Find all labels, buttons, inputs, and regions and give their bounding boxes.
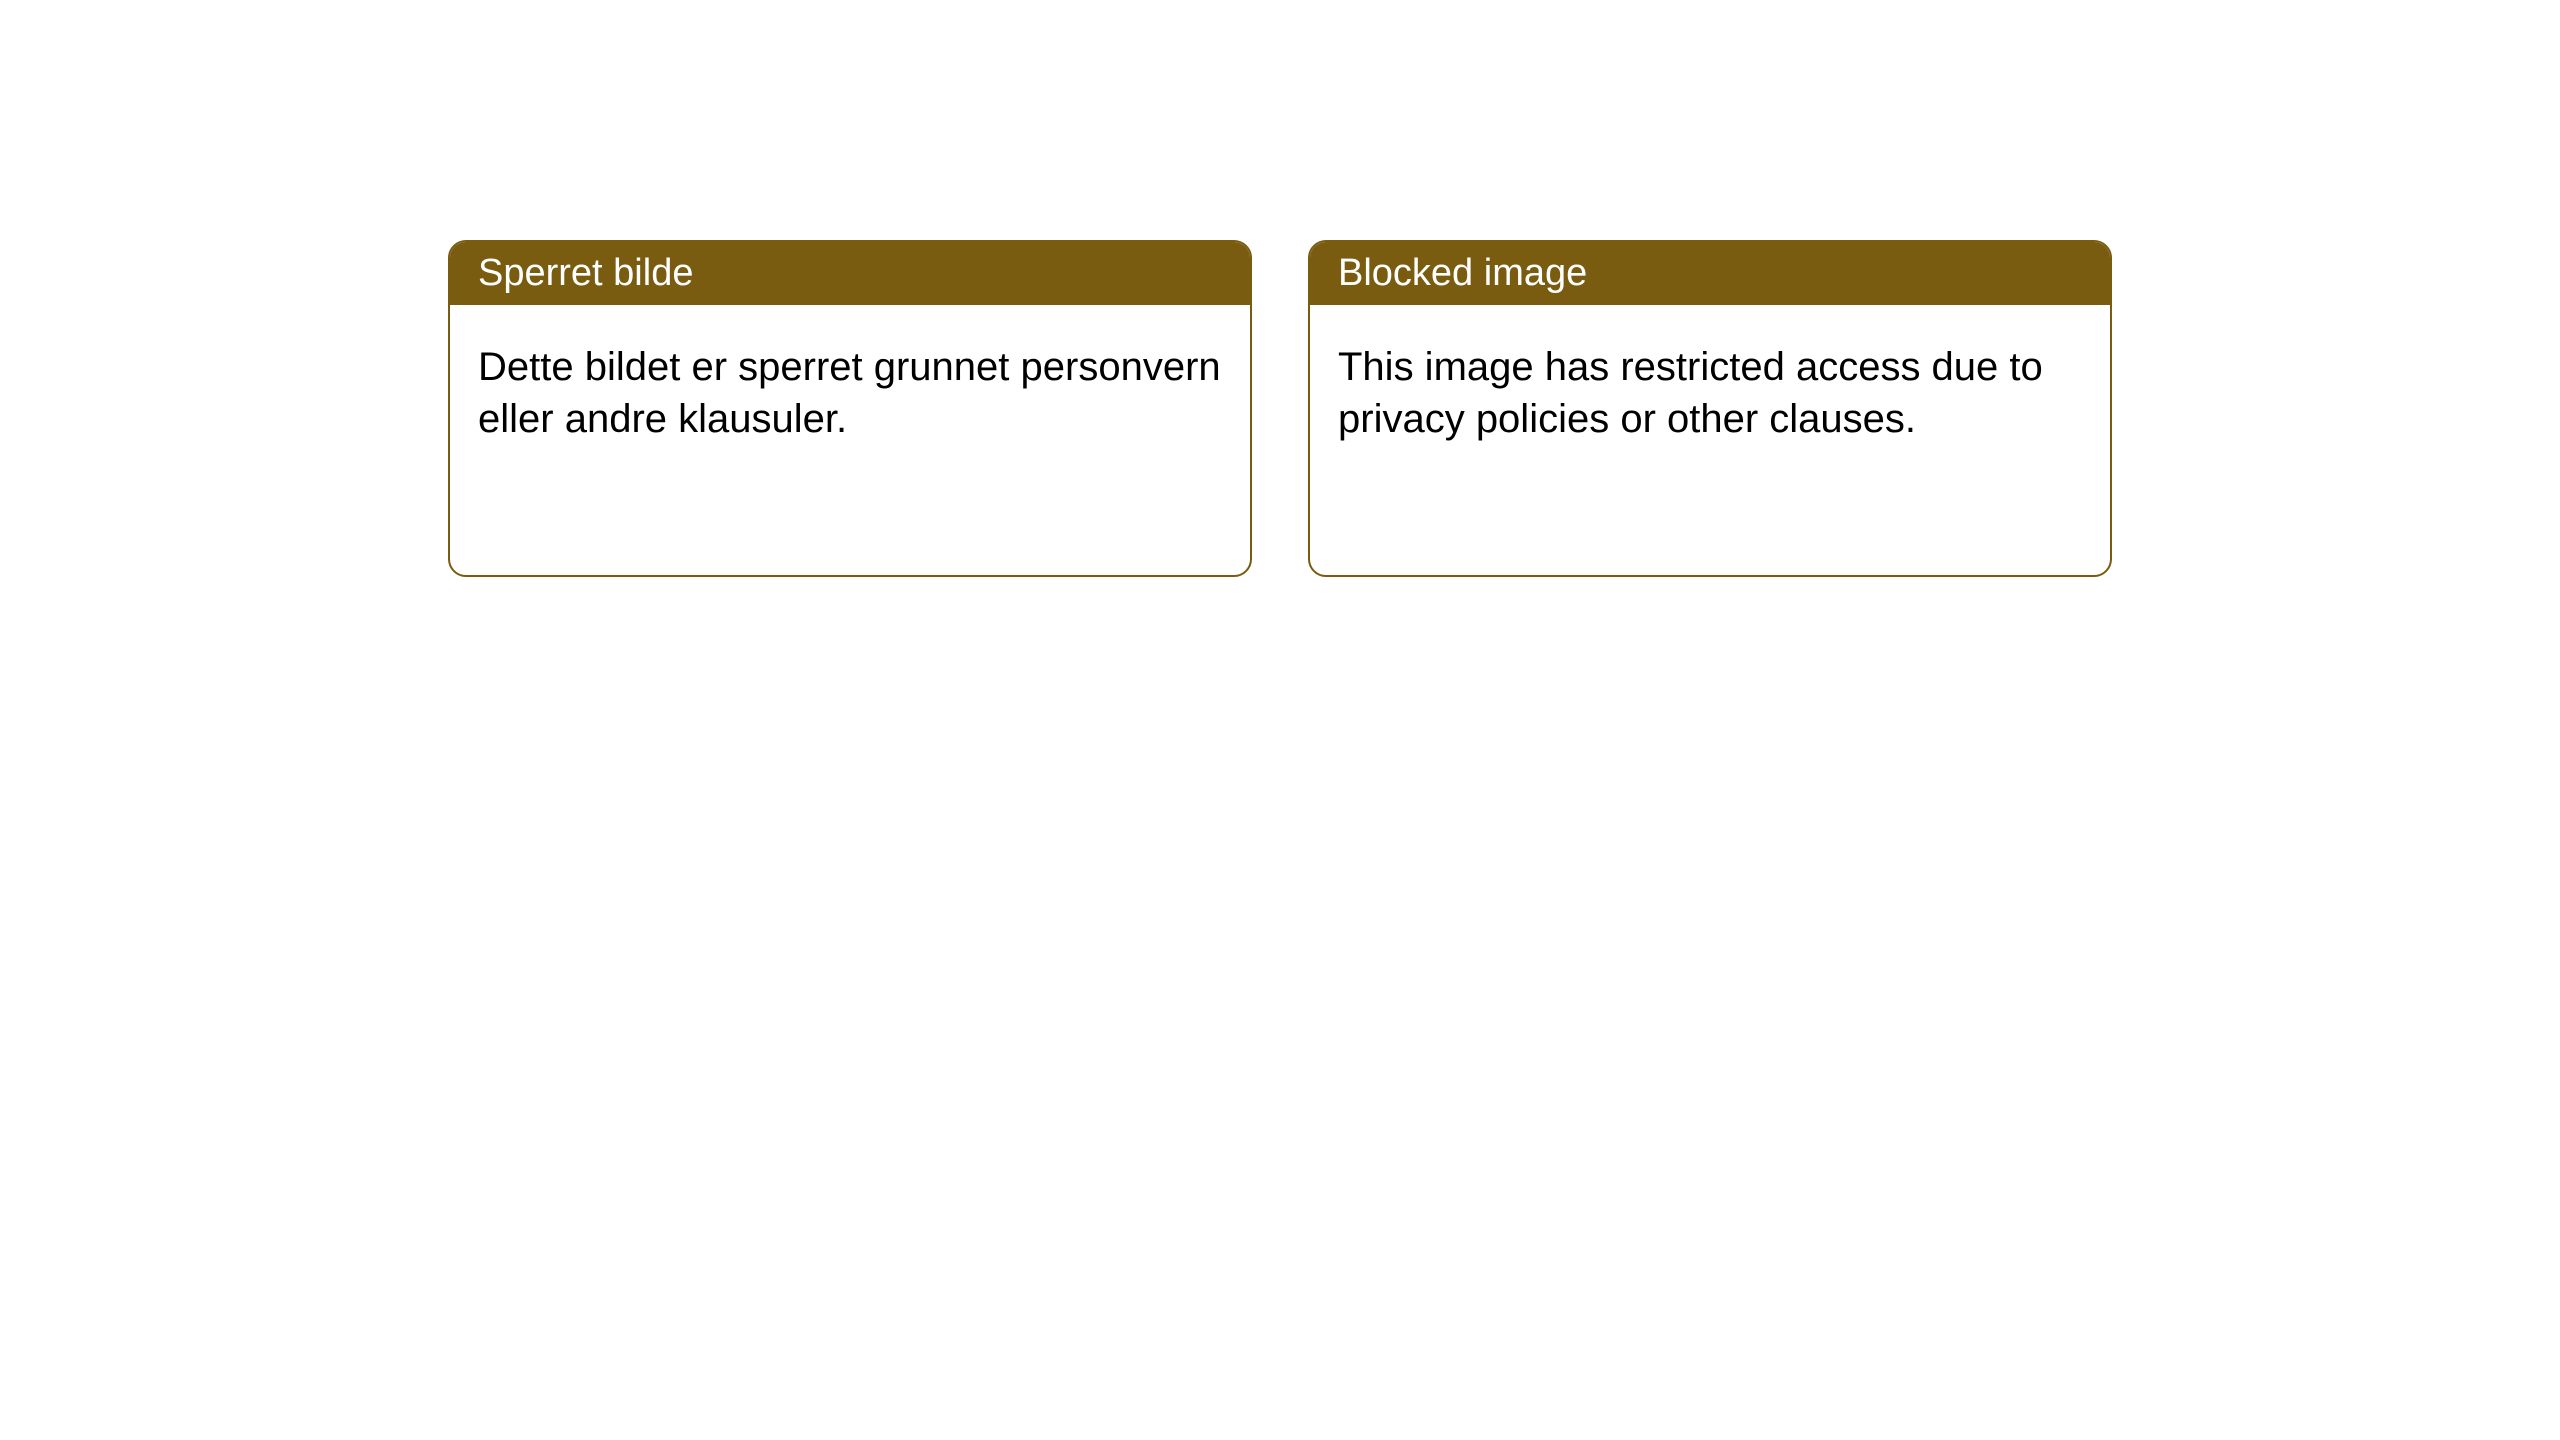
notice-header: Blocked image (1310, 242, 2110, 305)
notice-message: This image has restricted access due to … (1338, 345, 2043, 441)
notice-card-norwegian: Sperret bilde Dette bildet er sperret gr… (448, 240, 1252, 577)
notice-title: Sperret bilde (478, 252, 693, 294)
notice-message: Dette bildet er sperret grunnet personve… (478, 345, 1221, 441)
notice-body: This image has restricted access due to … (1310, 305, 2110, 575)
notice-title: Blocked image (1338, 252, 1587, 294)
notice-card-english: Blocked image This image has restricted … (1308, 240, 2112, 577)
notice-container: Sperret bilde Dette bildet er sperret gr… (0, 0, 2560, 577)
notice-header: Sperret bilde (450, 242, 1250, 305)
notice-body: Dette bildet er sperret grunnet personve… (450, 305, 1250, 575)
